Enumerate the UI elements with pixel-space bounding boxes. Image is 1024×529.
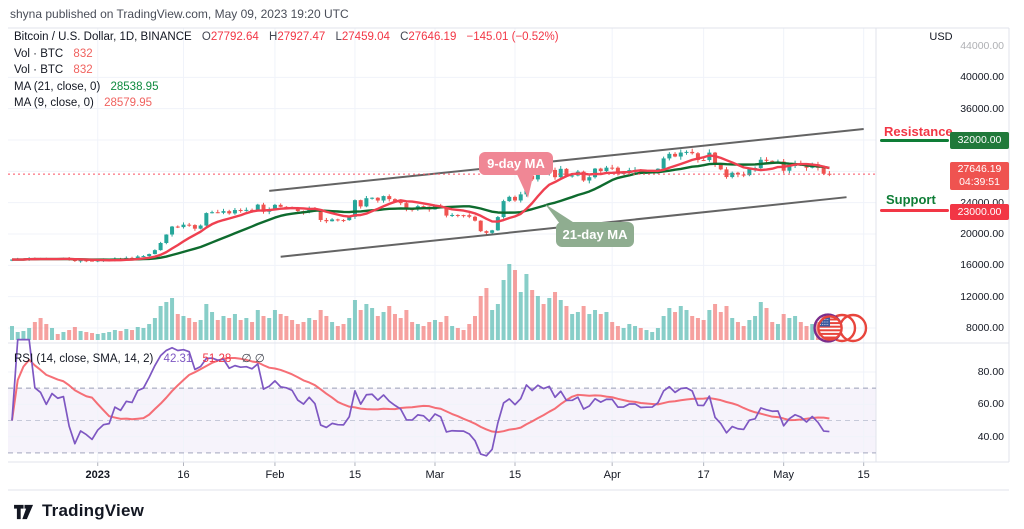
support-line[interactable] <box>880 209 949 212</box>
ohlc-high-label: H <box>269 31 278 43</box>
volume-legend-2[interactable]: Vol · BTC 832 <box>14 64 93 76</box>
rsi-label: RSI (14, close, SMA, 14, 2) <box>14 353 154 365</box>
resistance-price-badge[interactable]: 32000.00 <box>950 132 1009 149</box>
volume-value: 832 <box>73 64 93 76</box>
price-tick-label: 40000.00 <box>960 71 1004 84</box>
ohlc-open-label: O <box>201 31 211 43</box>
ohlc-open-value: 27792.64 <box>210 31 259 43</box>
time-axis-label: May <box>773 469 795 481</box>
symbol-legend[interactable]: Bitcoin / U.S. Dollar, 1D, BINANCE O2779… <box>14 31 559 43</box>
volume-label: Vol · BTC <box>14 64 64 76</box>
ma21-callout[interactable]: 21-day MA <box>556 222 634 247</box>
price-tick-label: 36000.00 <box>960 102 1004 115</box>
time-axis-label: 15 <box>857 469 870 481</box>
rsi-value: 42.31 <box>163 353 193 365</box>
change-value: −145.01 (−0.52%) <box>466 31 559 43</box>
publish-caption: shyna published on TradingView.com, May … <box>10 7 349 21</box>
ma9-legend[interactable]: MA (9, close, 0) 28579.95 <box>14 97 152 109</box>
support-label[interactable]: Support <box>886 192 936 207</box>
last-price-value: 27646.19 <box>957 163 1002 175</box>
time-axis-label: Feb <box>265 469 285 481</box>
volume-legend-1[interactable]: Vol · BTC 832 <box>14 48 93 60</box>
rsi-extra-values: ∅ ∅ <box>241 353 265 365</box>
ma21-value: 28538.95 <box>110 81 159 93</box>
tradingview-brand-text: TradingView <box>42 501 145 520</box>
rsi-tick-label: 60.00 <box>977 398 1004 411</box>
time-axis-label: 17 <box>697 469 710 481</box>
price-tick-label: 20000.00 <box>960 227 1004 240</box>
time-axis-label: 16 <box>177 469 190 481</box>
ma9-label: MA (9, close, 0) <box>14 97 94 109</box>
time-axis-label: 15 <box>508 469 522 481</box>
ohlc-close-value: 27646.19 <box>408 31 457 43</box>
price-tick-label: 16000.00 <box>960 259 1004 272</box>
rsi-sma-value: 51.28 <box>202 353 232 365</box>
tradingview-brand[interactable]: TradingView <box>14 501 144 521</box>
price-tick-label: 8000.00 <box>966 321 1004 334</box>
currency-label: USD <box>929 31 953 43</box>
ma21-label: MA (21, close, 0) <box>14 81 101 93</box>
symbol-title: Bitcoin / U.S. Dollar, 1D, BINANCE <box>14 31 192 43</box>
time-axis-label: Apr <box>603 469 621 481</box>
volume-label: Vol · BTC <box>14 48 64 60</box>
rsi-legend[interactable]: RSI (14, close, SMA, 14, 2) 42.31 51.28 … <box>14 351 265 365</box>
resistance-label[interactable]: Resistance <box>884 124 953 139</box>
price-tick-label: 44000.00 <box>960 40 1004 52</box>
time-axis-label: Mar <box>425 469 445 481</box>
rsi-tick-label: 40.00 <box>977 430 1004 443</box>
ohlc-low-value: 27459.04 <box>341 31 390 43</box>
ohlc-high-value: 27927.47 <box>277 31 326 43</box>
tradingview-logo-icon <box>14 504 34 519</box>
resistance-line[interactable] <box>880 139 949 142</box>
ohlc-close-label: C <box>400 31 409 43</box>
time-axis-label: 15 <box>348 469 362 481</box>
price-tick-label: 12000.00 <box>960 290 1004 303</box>
ma9-value: 28579.95 <box>104 97 153 109</box>
ma21-legend[interactable]: MA (21, close, 0) 28538.95 <box>14 81 158 93</box>
support-price-badge[interactable]: 23000.00 <box>950 204 1009 220</box>
volume-value: 832 <box>73 48 93 60</box>
time-axis-label: 2023 <box>85 469 110 481</box>
ma9-callout[interactable]: 9-day MA <box>479 152 553 175</box>
rsi-tick-label: 80.00 <box>977 366 1004 378</box>
last-price-badge[interactable]: 27646.19 04:39:51 <box>950 162 1009 190</box>
watermark-flag-logo <box>813 313 868 343</box>
countdown-timer: 04:39:51 <box>959 176 1000 188</box>
ohlc-low-label: L <box>335 31 342 43</box>
